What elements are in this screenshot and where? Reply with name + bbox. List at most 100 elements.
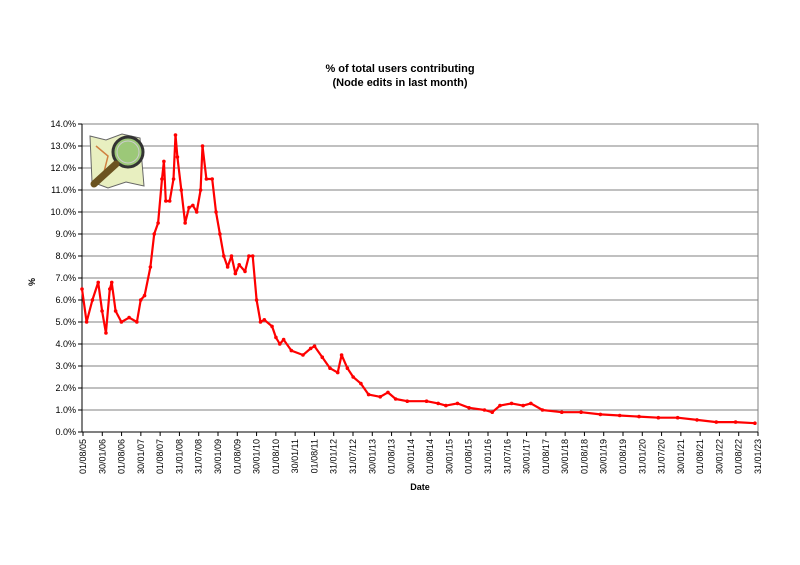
data-point — [733, 420, 738, 424]
data-point — [127, 315, 131, 320]
x-tick-label: 30/01/07 — [136, 439, 146, 474]
x-tick-label: 30/01/06 — [97, 439, 107, 474]
x-tick-label: 30/01/10 — [252, 439, 262, 474]
data-point — [339, 353, 344, 357]
x-axis-label: Date — [410, 482, 430, 492]
gridlines — [82, 123, 758, 411]
data-point — [156, 221, 160, 225]
data-point — [328, 366, 332, 371]
y-tick-label: 3.0% — [55, 361, 76, 371]
data-point — [345, 366, 350, 371]
data-point — [233, 271, 238, 276]
data-point — [225, 265, 230, 269]
data-point — [559, 410, 564, 415]
data-point — [270, 324, 274, 329]
data-point — [637, 414, 641, 419]
openstreetmap-logo-icon — [89, 133, 145, 189]
data-point — [109, 280, 114, 285]
data-point — [250, 254, 255, 258]
x-tick-label: 30/01/13 — [367, 439, 377, 474]
data-point — [467, 406, 471, 410]
data-point — [135, 320, 139, 324]
data-point — [490, 410, 495, 415]
y-tick-label: 10.0% — [50, 207, 76, 217]
x-tick-label: 30/01/09 — [213, 439, 223, 474]
data-point — [173, 133, 178, 137]
data-point — [579, 410, 583, 415]
data-point — [164, 199, 168, 203]
x-tick-label: 30/01/18 — [560, 439, 570, 474]
data-point — [482, 408, 487, 412]
data-point — [221, 254, 226, 258]
x-tick-label: 01/08/06 — [117, 439, 127, 474]
data-point — [444, 403, 448, 408]
x-tick-label: 01/08/19 — [618, 439, 628, 474]
data-point — [695, 418, 699, 422]
data-point — [281, 337, 286, 342]
data-point — [175, 155, 180, 159]
data-point — [214, 210, 218, 214]
x-tick-label: 01/08/22 — [734, 439, 744, 474]
data-point — [393, 397, 398, 401]
y-axis: 0.0% 1.0% 2.0% 3.0% 4.0% 5.0% 6.0% 7.0% 8.0% 9.0%… — [50, 119, 83, 437]
data-point — [529, 401, 533, 406]
data-point — [171, 177, 176, 181]
data-point — [104, 331, 108, 335]
x-axis: 01/08/05 30/01/06 01/08/06 30/01/07 01/08/07… — [78, 431, 763, 474]
data-point — [335, 370, 340, 375]
y-tick-label: 0.0% — [55, 427, 76, 437]
data-point — [108, 287, 112, 291]
x-tick-label: 30/01/19 — [599, 439, 609, 474]
x-tick-label: 01/08/07 — [155, 439, 165, 474]
x-tick-label: 01/08/15 — [464, 439, 474, 474]
data-point — [320, 355, 325, 360]
x-tick-label: 31/01/23 — [753, 439, 763, 474]
data-point — [455, 401, 460, 406]
data-point — [243, 269, 247, 274]
data-point — [301, 353, 305, 357]
data-point — [617, 413, 622, 418]
data-point — [675, 415, 680, 420]
x-tick-label: 01/08/17 — [541, 439, 551, 474]
data-point — [424, 399, 429, 404]
y-tick-label: 7.0% — [55, 273, 76, 283]
data-point — [366, 392, 371, 397]
data-point — [521, 403, 525, 408]
data-point — [198, 188, 203, 192]
chart-title: % of total users contributing — [325, 63, 474, 75]
y-tick-label: 13.0% — [50, 141, 76, 151]
data-point — [204, 177, 209, 181]
y-tick-label: 1.0% — [55, 405, 76, 415]
data-point — [598, 412, 603, 417]
data-point — [312, 344, 317, 349]
data-point — [162, 159, 166, 164]
data-series — [80, 133, 757, 426]
x-tick-label: 31/01/20 — [637, 439, 647, 474]
x-tick-label: 31/01/16 — [483, 439, 493, 474]
y-tick-label: 2.0% — [55, 383, 76, 393]
x-tick-label: 30/01/22 — [714, 439, 724, 474]
data-point — [351, 375, 355, 379]
x-tick-label: 01/08/21 — [695, 439, 705, 474]
y-axis-label: % — [27, 278, 37, 286]
data-point — [308, 346, 313, 351]
data-point — [247, 254, 251, 258]
series-line — [80, 133, 755, 425]
data-point — [119, 320, 124, 324]
data-point — [359, 381, 363, 386]
y-tick-label: 9.0% — [55, 229, 76, 239]
x-tick-label: 30/01/11 — [290, 439, 300, 473]
x-tick-label: 30/01/21 — [676, 439, 686, 474]
x-tick-label: 31/07/20 — [657, 439, 667, 474]
x-tick-label: 01/08/10 — [271, 439, 281, 474]
data-point — [96, 280, 101, 285]
data-point — [179, 188, 184, 192]
y-tick-label: 6.0% — [55, 295, 76, 305]
data-point — [436, 401, 440, 406]
data-point — [277, 342, 282, 346]
data-point — [148, 265, 153, 269]
x-tick-label: 31/07/08 — [194, 439, 204, 474]
data-point — [90, 298, 95, 302]
y-tick-label: 14.0% — [50, 119, 76, 129]
